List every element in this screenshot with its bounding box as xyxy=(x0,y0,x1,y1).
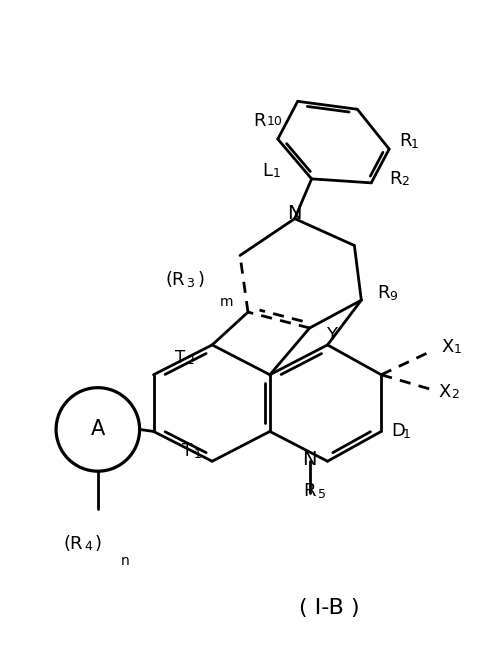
Text: 2: 2 xyxy=(451,388,459,401)
Text: R: R xyxy=(377,284,390,303)
Text: Y: Y xyxy=(325,326,337,344)
Text: (R: (R xyxy=(166,271,186,289)
Text: 1: 1 xyxy=(411,138,419,150)
Text: R: R xyxy=(253,112,266,130)
Text: 5: 5 xyxy=(318,488,326,500)
Text: N: N xyxy=(302,449,317,469)
Text: T: T xyxy=(175,349,186,367)
Text: 10: 10 xyxy=(267,115,283,128)
Text: (R: (R xyxy=(63,535,83,553)
Text: 1: 1 xyxy=(193,448,201,461)
Text: 2: 2 xyxy=(187,354,194,367)
Text: T: T xyxy=(182,442,192,460)
Text: ): ) xyxy=(197,271,204,289)
Text: m: m xyxy=(220,295,234,309)
Text: ( I-B ): ( I-B ) xyxy=(299,598,360,618)
Text: X: X xyxy=(442,338,454,356)
Text: D: D xyxy=(391,422,405,440)
Text: R: R xyxy=(399,132,412,150)
Text: R: R xyxy=(303,482,316,500)
Text: 1: 1 xyxy=(273,167,281,181)
Text: n: n xyxy=(121,553,130,568)
Text: ): ) xyxy=(95,535,102,553)
Text: R: R xyxy=(389,170,402,188)
Text: X: X xyxy=(439,383,451,401)
Text: 1: 1 xyxy=(403,428,411,441)
Text: A: A xyxy=(91,420,105,440)
Text: 2: 2 xyxy=(401,175,409,189)
Text: N: N xyxy=(287,204,302,223)
Text: 3: 3 xyxy=(187,277,194,290)
Text: 1: 1 xyxy=(454,344,462,356)
Text: 9: 9 xyxy=(389,290,397,303)
Text: L: L xyxy=(262,162,272,180)
Text: 4: 4 xyxy=(84,540,92,553)
